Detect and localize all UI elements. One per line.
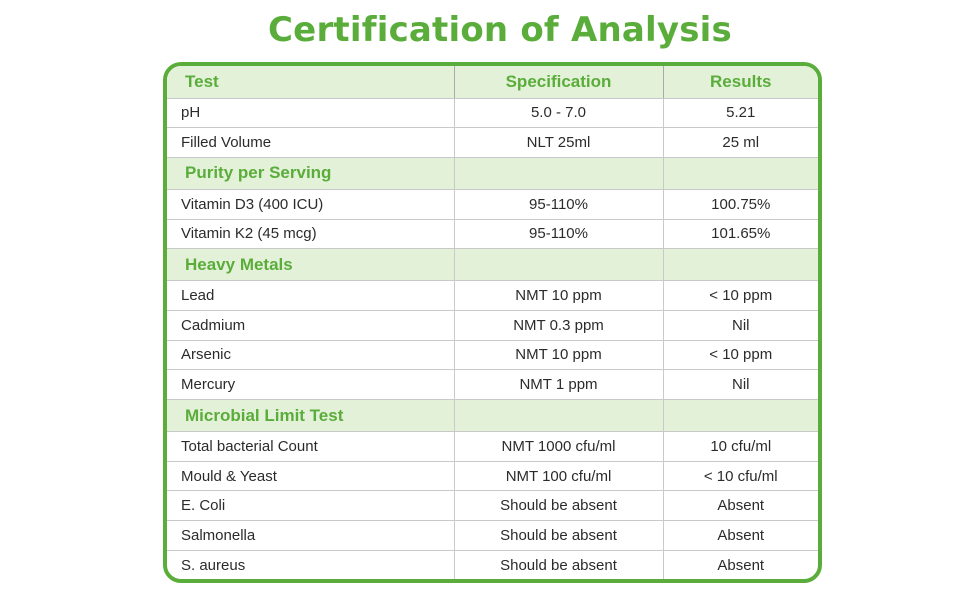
test-name: Vitamin K2 (45 mcg): [167, 219, 455, 250]
specification-value: 95-110%: [454, 189, 664, 220]
section-band-heavy-metals: Heavy Metals: [167, 248, 818, 282]
section-heading-microbial: Microbial Limit Test: [167, 399, 455, 432]
table-row-cadmium: Cadmium NMT 0.3 ppm Nil: [167, 310, 818, 341]
test-name: Filled Volume: [167, 127, 455, 158]
table-row-vitamin-k2: Vitamin K2 (45 mcg) 95-110% 101.65%: [167, 219, 818, 250]
test-name: E. Coli: [167, 490, 455, 522]
analysis-table-frame: Test Specification Results pH 5.0 - 7.0 …: [163, 62, 822, 583]
section-heading-heavy-metals: Heavy Metals: [167, 248, 455, 282]
section-band-microbial: Microbial Limit Test: [167, 399, 818, 432]
test-name: Lead: [167, 280, 455, 311]
analysis-table: Test Specification Results pH 5.0 - 7.0 …: [167, 66, 818, 579]
table-row-lead: Lead NMT 10 ppm < 10 ppm: [167, 280, 818, 311]
table-row-mercury: Mercury NMT 1 ppm Nil: [167, 369, 818, 400]
specification-value: NMT 100 cfu/ml: [454, 461, 664, 492]
section-band-spacer: [663, 248, 818, 282]
table-row-mould-yeast: Mould & Yeast NMT 100 cfu/ml < 10 cfu/ml: [167, 461, 818, 492]
result-value: Nil: [663, 369, 818, 400]
section-band-purity: Purity per Serving: [167, 157, 818, 190]
specification-value: NLT 25ml: [454, 127, 664, 158]
section-band-spacer: [454, 248, 664, 282]
result-value: 10 cfu/ml: [663, 431, 818, 462]
specification-value: Should be absent: [454, 550, 664, 579]
result-value: Absent: [717, 556, 765, 574]
result-value: 101.65%: [663, 219, 818, 250]
test-name: Mercury: [167, 369, 455, 400]
result-value: 25 ml: [663, 127, 818, 158]
test-name: Cadmium: [167, 310, 455, 341]
result-value: < 10 cfu/ml: [663, 461, 818, 492]
table-row-vitamin-d3: Vitamin D3 (400 ICU) 95-110% 100.75%: [167, 189, 818, 220]
result-value: Absent: [663, 520, 818, 551]
specification-value: NMT 10 ppm: [454, 340, 664, 371]
result-value: Nil: [663, 310, 818, 341]
page-title: Certification of Analysis: [268, 10, 732, 50]
table-row-total-bacterial: Total bacterial Count NMT 1000 cfu/ml 10…: [167, 431, 818, 462]
result-value: 100.75%: [663, 189, 818, 220]
section-heading-purity: Purity per Serving: [167, 157, 455, 190]
column-header-specification: Specification: [454, 66, 664, 99]
table-row-s-aureus: S. aureus Should be absent Absent: [167, 550, 818, 579]
table-row-filled-volume: Filled Volume NLT 25ml 25 ml: [167, 127, 818, 158]
test-name: Mould & Yeast: [167, 461, 455, 492]
test-name: Vitamin D3 (400 ICU): [167, 189, 455, 220]
specification-value: 95-110%: [454, 219, 664, 250]
specification-value: 5.0 - 7.0: [454, 98, 664, 129]
section-band-spacer: [454, 157, 664, 190]
test-name: Salmonella: [167, 520, 455, 551]
test-name: pH: [167, 98, 455, 129]
result-value: < 10 ppm: [663, 280, 818, 311]
column-header-test: Test: [167, 66, 455, 99]
table-row-e-coli: E. Coli Should be absent Absent: [167, 490, 818, 522]
result-value: Absent: [663, 490, 818, 522]
table-row-salmonella: Salmonella Should be absent Absent: [167, 520, 818, 551]
column-header-results: Results: [663, 66, 818, 99]
specification-value: Should be absent: [454, 520, 664, 551]
result-value: 5.21: [663, 98, 818, 129]
specification-value: NMT 10 ppm: [454, 280, 664, 311]
section-band-spacer: [663, 399, 818, 432]
specification-value: NMT 0.3 ppm: [454, 310, 664, 341]
test-name: Total bacterial Count: [167, 431, 455, 462]
specification-value: Should be absent: [454, 490, 664, 522]
test-name: Arsenic: [167, 340, 455, 371]
specification-value: NMT 1000 cfu/ml: [454, 431, 664, 462]
test-name: S. aureus: [167, 550, 455, 579]
section-band-spacer: [454, 399, 664, 432]
specification-value: NMT 1 ppm: [454, 369, 664, 400]
section-band-spacer: [663, 157, 818, 190]
result-value: < 10 ppm: [663, 340, 818, 371]
table-row-arsenic: Arsenic NMT 10 ppm < 10 ppm: [167, 340, 818, 371]
table-row-ph: pH 5.0 - 7.0 5.21: [167, 98, 818, 129]
table-header-row: Test Specification Results: [167, 66, 818, 99]
